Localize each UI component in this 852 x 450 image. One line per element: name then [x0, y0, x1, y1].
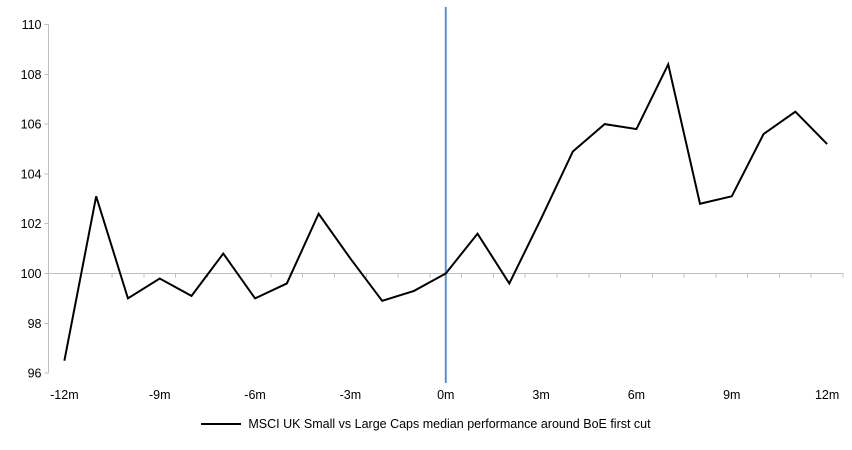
- y-tick-label: 110: [22, 18, 42, 32]
- legend-label: MSCI UK Small vs Large Caps median perfo…: [248, 417, 651, 431]
- y-tick-label: 100: [21, 267, 42, 281]
- x-tick-label: 0m: [437, 388, 454, 402]
- y-tick-label: 98: [28, 317, 42, 331]
- x-tick-label: -6m: [244, 388, 266, 402]
- legend: MSCI UK Small vs Large Caps median perfo…: [0, 415, 852, 433]
- x-tick-label: -3m: [340, 388, 362, 402]
- x-tick-label: 6m: [628, 388, 645, 402]
- x-tick-label: -12m: [50, 388, 78, 402]
- x-tick-label: 3m: [532, 388, 549, 402]
- x-tick-label: 9m: [723, 388, 740, 402]
- y-tick-label: 102: [21, 217, 42, 231]
- y-tick-label: 106: [21, 118, 42, 132]
- legend-line-swatch: [201, 423, 242, 425]
- y-tick-label: 104: [21, 167, 42, 181]
- y-tick-label: 108: [21, 68, 42, 82]
- x-tick-label: 12m: [815, 388, 839, 402]
- series-line: [63, 61, 828, 361]
- x-tick-label: -9m: [149, 388, 171, 402]
- y-tick-label: 96: [28, 367, 42, 381]
